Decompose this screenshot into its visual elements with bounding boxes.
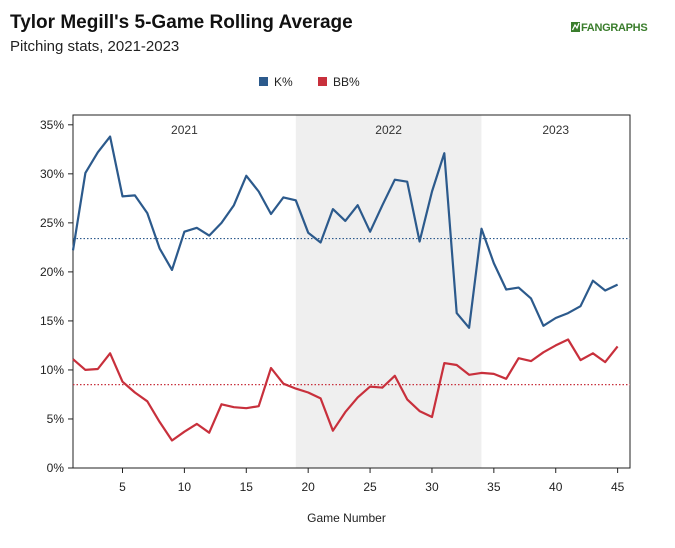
season-band-2022 <box>295 115 482 468</box>
x-tick-label: 5 <box>119 480 126 494</box>
y-tick-label: 35% <box>40 118 64 132</box>
legend-label-bb: BB% <box>333 75 360 89</box>
plot-frame <box>72 114 631 469</box>
x-tick-label: 35 <box>487 480 501 494</box>
season-label-2021: 2021 <box>171 123 198 137</box>
y-tick-label: 25% <box>40 216 64 230</box>
legend-label-k: K% <box>274 75 293 89</box>
fangraphs-logo: FANGRAPHS <box>571 19 653 35</box>
y-tick-label: 5% <box>47 412 65 426</box>
y-tick-label: 20% <box>40 265 64 279</box>
x-tick-label: 25 <box>363 480 377 494</box>
y-tick-label: 0% <box>47 461 65 475</box>
y-tick-label: 15% <box>40 314 64 328</box>
chart-subtitle: Pitching stats, 2021-2023 <box>10 38 180 55</box>
x-tick-label: 10 <box>178 480 192 494</box>
x-tick-label: 20 <box>301 480 315 494</box>
legend-swatch-k <box>259 77 268 86</box>
season-label-2022: 2022 <box>375 123 402 137</box>
chart-title: Tylor Megill's 5-Game Rolling Average <box>10 12 353 33</box>
x-tick-label: 45 <box>611 480 625 494</box>
x-axis-label: Game Number <box>307 511 386 525</box>
x-tick-label: 15 <box>240 480 254 494</box>
x-tick-label: 40 <box>549 480 563 494</box>
bb-series-line <box>72 338 619 442</box>
season-label-2023: 2023 <box>542 123 569 137</box>
y-tick-label: 30% <box>40 167 64 181</box>
logo-text: FANGRAPHS <box>581 22 647 34</box>
legend-swatch-bb <box>318 77 327 86</box>
x-tick-label: 30 <box>425 480 439 494</box>
y-tick-label: 10% <box>40 363 64 377</box>
k-series-line <box>71 135 619 329</box>
